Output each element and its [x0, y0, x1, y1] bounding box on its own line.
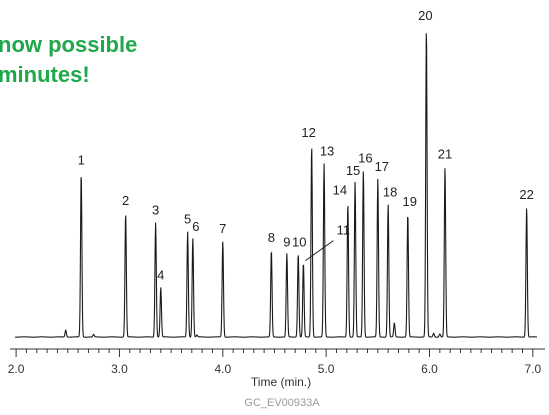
peak-label-9: 9: [283, 234, 290, 249]
peak-11-leader-line: [305, 240, 334, 262]
x-tick-label: 4.0: [214, 362, 231, 376]
peak-label-6: 6: [192, 219, 199, 234]
peak-label-7: 7: [219, 221, 226, 236]
peak-label-20: 20: [418, 8, 432, 23]
peak-label-5: 5: [184, 212, 191, 227]
headline-line-1: now possible: [0, 32, 138, 57]
peak-label-12: 12: [301, 125, 315, 140]
peak-label-11: 11: [337, 223, 351, 238]
peak-label-22: 22: [519, 187, 533, 202]
peak-label-18: 18: [383, 185, 397, 200]
x-axis-ticks: 2.0 3.0 4.0 5.0 6.0 7.0: [8, 349, 541, 376]
chromatogram-trace: [15, 33, 537, 338]
peak-label-17: 17: [375, 159, 389, 174]
peak-label-8: 8: [268, 230, 275, 245]
figure-code: GC_EV00933A: [244, 397, 320, 409]
headline: now possible minutes!: [0, 30, 137, 90]
peak-label-2: 2: [122, 193, 129, 208]
x-tick-label: 2.0: [8, 362, 25, 376]
peak-label-10: 10: [292, 234, 306, 249]
peak-label-21: 21: [438, 147, 452, 162]
headline-line-2: minutes!: [0, 62, 90, 87]
x-axis-title: Time (min.): [251, 375, 311, 389]
peak-label-3: 3: [152, 202, 159, 217]
x-tick-label: 7.0: [524, 362, 541, 376]
peak-label-19: 19: [403, 194, 417, 209]
x-tick-label: 6.0: [421, 362, 438, 376]
x-tick-label: 5.0: [318, 362, 335, 376]
peak-label-1: 1: [78, 153, 85, 168]
peak-label-14: 14: [333, 183, 347, 198]
x-tick-label: 3.0: [111, 362, 128, 376]
peak-label-4: 4: [157, 267, 164, 282]
peak-label-13: 13: [320, 143, 334, 158]
x-axis: 2.0 3.0 4.0 5.0 6.0 7.0: [8, 348, 545, 376]
peak-label-16: 16: [358, 151, 372, 166]
peak-label-15: 15: [346, 163, 360, 178]
